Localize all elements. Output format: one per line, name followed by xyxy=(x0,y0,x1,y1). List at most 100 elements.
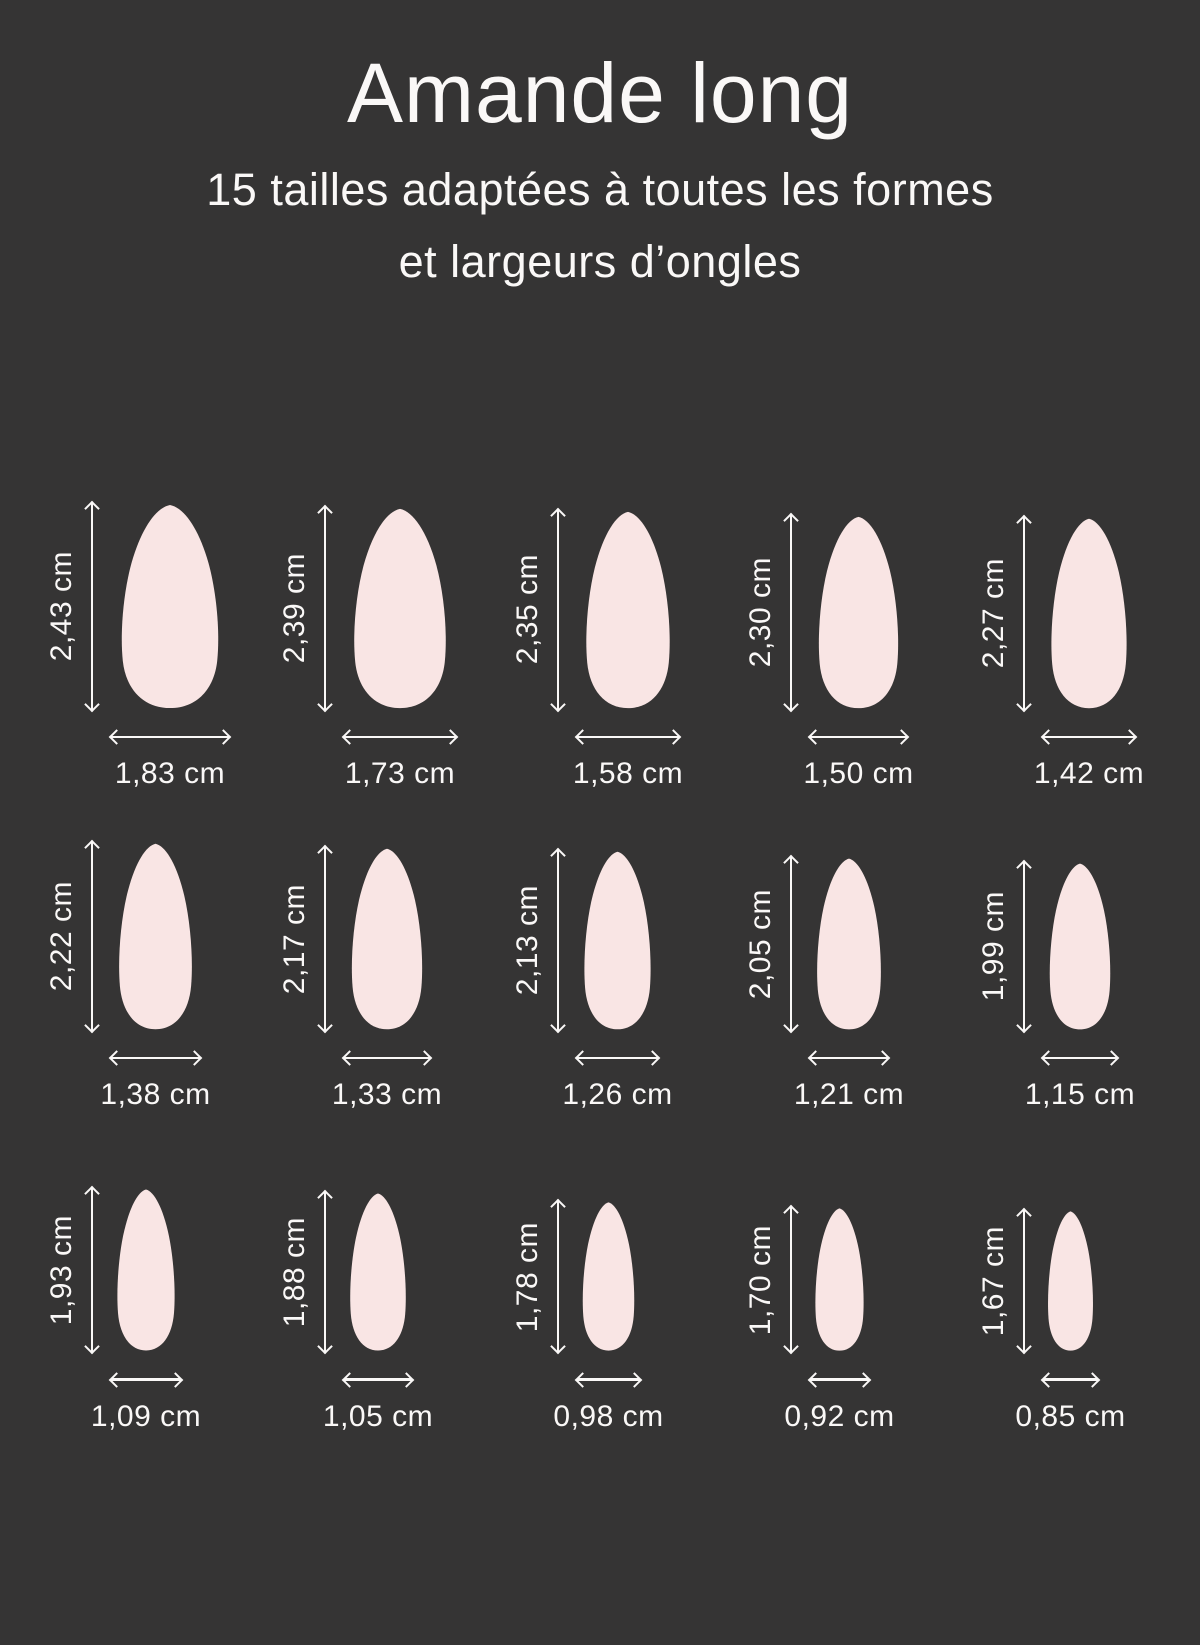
height-measure: 1,88 cm xyxy=(268,1192,344,1353)
height-measure: 2,43 cm xyxy=(35,502,111,710)
nail-measure-group: 2,30 cm xyxy=(734,514,967,710)
subtitle-line-1: 15 tailles adaptées à toutes les formes xyxy=(206,163,994,215)
double-arrow-horizontal-icon xyxy=(1043,1056,1117,1060)
width-label: 0,92 cm xyxy=(784,1399,895,1433)
width-label: 1,58 cm xyxy=(572,756,684,790)
nail-shape xyxy=(810,857,888,1031)
nail-measure-group: 1,99 cm xyxy=(967,861,1200,1031)
width-measure: 0,92 cm xyxy=(784,1352,894,1434)
width-label: 1,73 cm xyxy=(344,756,456,790)
nail-size-cell: 2,27 cm 1,42 cm xyxy=(967,516,1200,792)
width-label: 1,50 cm xyxy=(803,756,914,790)
width-measure: 1,42 cm xyxy=(1034,710,1144,792)
double-arrow-vertical-icon xyxy=(556,849,559,1031)
nail-shape xyxy=(111,503,229,710)
size-row-1: 2,43 cm 1,83 cm 2,39 cm xyxy=(0,502,1200,792)
nail-size-cell: 2,13 cm 1,26 cm xyxy=(501,849,734,1113)
nail-measure-group: 1,88 cm xyxy=(268,1192,501,1353)
double-arrow-vertical-icon xyxy=(90,502,93,710)
nail-measure-group: 1,67 cm xyxy=(967,1210,1200,1353)
double-arrow-horizontal-icon xyxy=(577,1378,640,1381)
double-arrow-horizontal-icon xyxy=(344,1056,430,1060)
nail-shape xyxy=(344,1192,412,1352)
width-measure: 0,98 cm xyxy=(553,1352,663,1434)
nail-size-cell: 2,17 cm 1,33 cm xyxy=(268,846,501,1113)
width-measure: 1,58 cm xyxy=(573,710,683,792)
width-measure: 1,05 cm xyxy=(323,1352,433,1434)
height-measure: 2,17 cm xyxy=(268,846,344,1031)
nail-shape xyxy=(344,507,456,710)
width-label: 1,42 cm xyxy=(1033,756,1145,790)
height-measure: 2,30 cm xyxy=(734,514,810,710)
nail-size-cell: 1,88 cm 1,05 cm xyxy=(268,1192,501,1434)
nail-measure-group: 2,27 cm xyxy=(967,516,1200,710)
double-arrow-vertical-icon xyxy=(323,1192,326,1353)
nail-shape xyxy=(577,850,658,1031)
double-arrow-horizontal-icon xyxy=(810,1378,869,1381)
nail-measure-group: 2,39 cm xyxy=(268,506,501,710)
width-label: 1,09 cm xyxy=(90,1399,202,1433)
nail-measure-group: 2,43 cm xyxy=(35,502,268,710)
double-arrow-vertical-icon xyxy=(556,1201,559,1353)
page-title: Amande long xyxy=(346,46,854,140)
nail-shape xyxy=(111,842,200,1031)
height-measure: 2,27 cm xyxy=(967,516,1043,710)
height-label: 1,67 cm xyxy=(976,1226,1010,1337)
nail-measure-group: 1,78 cm xyxy=(501,1201,734,1353)
nail-measure-group: 1,70 cm xyxy=(734,1207,967,1353)
nail-shape xyxy=(810,515,907,710)
height-label: 2,13 cm xyxy=(510,885,544,996)
width-label: 1,38 cm xyxy=(100,1078,211,1112)
nail-size-cell: 1,93 cm 1,09 cm xyxy=(35,1188,268,1434)
nail-shape xyxy=(1043,1210,1098,1352)
nail-size-cell: 2,35 cm 1,58 cm xyxy=(501,509,734,792)
width-measure: 1,73 cm xyxy=(344,710,456,792)
width-measure: 1,83 cm xyxy=(111,710,229,792)
double-arrow-vertical-icon xyxy=(1022,1210,1025,1353)
width-label: 1,33 cm xyxy=(331,1078,443,1112)
double-arrow-horizontal-icon xyxy=(577,735,679,738)
nail-measure-group: 1,93 cm xyxy=(35,1188,268,1353)
double-arrow-horizontal-icon xyxy=(577,1056,658,1060)
height-measure: 2,35 cm xyxy=(501,509,577,710)
height-label: 2,27 cm xyxy=(976,557,1010,669)
height-label: 2,05 cm xyxy=(743,888,777,1000)
nail-measure-group: 2,22 cm xyxy=(35,841,268,1031)
nail-measure-group: 2,17 cm xyxy=(268,846,501,1031)
height-label: 2,43 cm xyxy=(44,550,78,662)
double-arrow-vertical-icon xyxy=(1022,516,1025,710)
size-chart-page: Amande long 15 tailles adaptées à toutes… xyxy=(0,45,1200,1645)
width-label: 0,98 cm xyxy=(553,1399,664,1433)
height-measure: 2,05 cm xyxy=(734,856,810,1031)
width-label: 1,26 cm xyxy=(562,1078,673,1112)
nail-measure-group: 2,35 cm xyxy=(501,509,734,710)
width-measure: 1,38 cm xyxy=(100,1031,210,1113)
nail-shape xyxy=(344,847,430,1031)
nail-size-cell: 1,78 cm 0,98 cm xyxy=(501,1201,734,1434)
height-measure: 1,70 cm xyxy=(734,1207,810,1353)
width-label: 1,05 cm xyxy=(322,1399,434,1433)
size-grid: 2,43 cm 1,83 cm 2,39 cm xyxy=(0,502,1200,1435)
double-arrow-vertical-icon xyxy=(323,846,326,1031)
double-arrow-horizontal-icon xyxy=(344,1378,412,1381)
double-arrow-vertical-icon xyxy=(789,1207,792,1353)
size-row-2: 2,22 cm 1,38 cm 2,17 cm xyxy=(0,841,1200,1113)
height-label: 2,39 cm xyxy=(277,552,311,664)
nail-size-cell: 1,70 cm 0,92 cm xyxy=(734,1207,967,1434)
height-label: 2,22 cm xyxy=(44,881,78,992)
double-arrow-horizontal-icon xyxy=(111,735,229,738)
height-measure: 1,67 cm xyxy=(967,1210,1043,1353)
width-measure: 1,33 cm xyxy=(332,1031,442,1113)
height-label: 2,30 cm xyxy=(743,556,777,668)
double-arrow-vertical-icon xyxy=(789,856,792,1031)
nail-size-cell: 1,99 cm 1,15 cm xyxy=(967,861,1200,1113)
nail-measure-group: 2,05 cm xyxy=(734,856,967,1031)
nail-shape xyxy=(1043,862,1117,1031)
double-arrow-vertical-icon xyxy=(323,506,326,710)
double-arrow-vertical-icon xyxy=(90,841,93,1031)
nail-size-cell: 2,39 cm 1,73 cm xyxy=(268,506,501,792)
double-arrow-vertical-icon xyxy=(1022,861,1025,1031)
nail-shape xyxy=(111,1188,181,1352)
width-measure: 1,50 cm xyxy=(803,710,913,792)
double-arrow-horizontal-icon xyxy=(810,735,907,738)
